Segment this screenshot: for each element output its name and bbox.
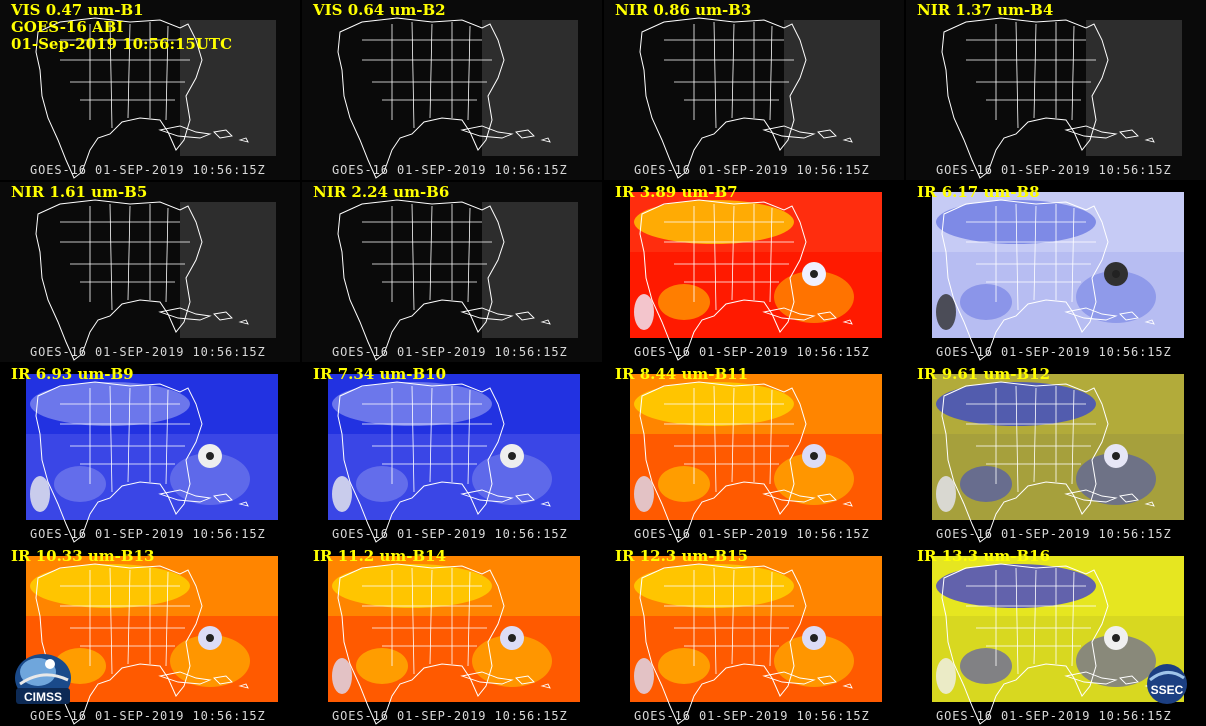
band-label: VIS 0.64 um-B2 bbox=[313, 2, 446, 19]
band-label: IR 12.3 um-B15 bbox=[615, 548, 748, 565]
timestamp-footer: GOES-16 01-SEP-2019 10:56:15Z bbox=[634, 345, 870, 359]
satellite-image bbox=[302, 0, 602, 180]
timestamp-footer: GOES-16 01-SEP-2019 10:56:15Z bbox=[30, 527, 266, 541]
band-label-text: IR 6.93 um-B9 bbox=[11, 365, 134, 383]
timestamp-footer: GOES-16 01-SEP-2019 10:56:15Z bbox=[936, 163, 1172, 177]
band-label-text: NIR 1.61 um-B5 bbox=[11, 183, 148, 201]
timestamp-footer: GOES-16 01-SEP-2019 10:56:15Z bbox=[634, 527, 870, 541]
band-label: NIR 2.24 um-B6 bbox=[313, 184, 449, 201]
band-panel: NIR 1.61 um-B5 GOES-16 01-SEP-2019 10:56… bbox=[0, 182, 300, 362]
band-label: VIS 0.47 um-B1 GOES-16 ABI 01-Sep-2019 1… bbox=[11, 2, 232, 53]
band-label: NIR 1.37 um-B4 bbox=[917, 2, 1053, 19]
timestamp-footer: GOES-16 01-SEP-2019 10:56:15Z bbox=[30, 709, 266, 723]
satellite-image bbox=[0, 0, 300, 180]
timestamp-footer: GOES-16 01-SEP-2019 10:56:15Z bbox=[332, 345, 568, 359]
band-label-text: NIR 0.86 um-B3 bbox=[615, 1, 752, 19]
timestamp-footer: GOES-16 01-SEP-2019 10:56:15Z bbox=[936, 345, 1172, 359]
satellite-image bbox=[906, 182, 1206, 362]
band-panel: IR 7.34 um-B10 GOES-16 01-SEP-2019 10:56… bbox=[302, 364, 602, 544]
instrument-title: GOES-16 ABI bbox=[11, 18, 124, 36]
satellite-image bbox=[604, 0, 904, 180]
satellite-image bbox=[906, 0, 1206, 180]
band-label-text: IR 7.34 um-B10 bbox=[313, 365, 447, 383]
band-panel: IR 12.3 um-B15 GOES-16 01-SEP-2019 10:56… bbox=[604, 546, 904, 726]
band-label: NIR 1.61 um-B5 bbox=[11, 184, 147, 201]
band-label-text: VIS 0.64 um-B2 bbox=[313, 1, 446, 19]
satellite-image bbox=[0, 364, 300, 544]
band-label-text: IR 3.89 um-B7 bbox=[615, 183, 738, 201]
satellite-image bbox=[302, 546, 602, 726]
band-label: IR 6.17 um-B8 bbox=[917, 184, 1040, 201]
band-panel: NIR 2.24 um-B6 GOES-16 01-SEP-2019 10:56… bbox=[302, 182, 602, 362]
ssec-logo: SSEC bbox=[1140, 660, 1194, 706]
timestamp-footer: GOES-16 01-SEP-2019 10:56:15Z bbox=[332, 709, 568, 723]
timestamp-footer: GOES-16 01-SEP-2019 10:56:15Z bbox=[30, 345, 266, 359]
band-label: IR 10.33 um-B13 bbox=[11, 548, 154, 565]
timestamp-footer: GOES-16 01-SEP-2019 10:56:15Z bbox=[936, 527, 1172, 541]
band-label-text: IR 9.61 um-B12 bbox=[917, 365, 1051, 383]
band-label: IR 7.34 um-B10 bbox=[313, 366, 446, 383]
band-panel: IR 6.17 um-B8 GOES-16 01-SEP-2019 10:56:… bbox=[906, 182, 1206, 362]
cimss-logo: CIMSS bbox=[8, 650, 78, 710]
band-label: IR 3.89 um-B7 bbox=[615, 184, 738, 201]
band-panel: NIR 0.86 um-B3 GOES-16 01-SEP-2019 10:56… bbox=[604, 0, 904, 180]
band-panel: IR 13.3 um-B16 GOES-16 01-SEP-2019 10:56… bbox=[906, 546, 1206, 726]
satellite-image bbox=[302, 364, 602, 544]
band-label: IR 11.2 um-B14 bbox=[313, 548, 446, 565]
band-panel: NIR 1.37 um-B4 GOES-16 01-SEP-2019 10:56… bbox=[906, 0, 1206, 180]
timestamp-footer: GOES-16 01-SEP-2019 10:56:15Z bbox=[332, 163, 568, 177]
timestamp-footer: GOES-16 01-SEP-2019 10:56:15Z bbox=[634, 163, 870, 177]
ssec-logo-text: SSEC bbox=[1151, 683, 1184, 697]
band-label: IR 6.93 um-B9 bbox=[11, 366, 134, 383]
satellite-image bbox=[604, 546, 904, 726]
satellite-image bbox=[604, 364, 904, 544]
band-label: IR 9.61 um-B12 bbox=[917, 366, 1050, 383]
band-label-text: VIS 0.47 um-B1 bbox=[11, 1, 144, 19]
band-label: IR 13.3 um-B16 bbox=[917, 548, 1050, 565]
band-label-text: NIR 2.24 um-B6 bbox=[313, 183, 450, 201]
satellite-image bbox=[906, 364, 1206, 544]
cimss-logo-text: CIMSS bbox=[24, 690, 62, 704]
band-label-text: NIR 1.37 um-B4 bbox=[917, 1, 1054, 19]
band-label-text: IR 8.44 um-B11 bbox=[615, 365, 749, 383]
band-label-text: IR 6.17 um-B8 bbox=[917, 183, 1040, 201]
satellite-image bbox=[0, 182, 300, 362]
band-label-text: IR 12.3 um-B15 bbox=[615, 547, 749, 565]
band-label-text: IR 10.33 um-B13 bbox=[11, 547, 155, 565]
band-label-text: IR 11.2 um-B14 bbox=[313, 547, 447, 565]
timestamp-footer: GOES-16 01-SEP-2019 10:56:15Z bbox=[634, 709, 870, 723]
satellite-image bbox=[302, 182, 602, 362]
timestamp-footer: GOES-16 01-SEP-2019 10:56:15Z bbox=[30, 163, 266, 177]
band-panel: VIS 0.47 um-B1 GOES-16 ABI 01-Sep-2019 1… bbox=[0, 0, 300, 180]
band-panel: IR 6.93 um-B9 GOES-16 01-SEP-2019 10:56:… bbox=[0, 364, 300, 544]
datetime-title: 01-Sep-2019 10:56:15UTC bbox=[11, 35, 233, 53]
band-label-text: IR 13.3 um-B16 bbox=[917, 547, 1051, 565]
band-panel: IR 3.89 um-B7 GOES-16 01-SEP-2019 10:56:… bbox=[604, 182, 904, 362]
timestamp-footer: GOES-16 01-SEP-2019 10:56:15Z bbox=[332, 527, 568, 541]
satellite-image bbox=[604, 182, 904, 362]
band-panel: IR 11.2 um-B14 GOES-16 01-SEP-2019 10:56… bbox=[302, 546, 602, 726]
band-label: IR 8.44 um-B11 bbox=[615, 366, 748, 383]
band-label: NIR 0.86 um-B3 bbox=[615, 2, 751, 19]
satellite-image bbox=[906, 546, 1206, 726]
timestamp-footer: GOES-16 01-SEP-2019 10:56:15Z bbox=[936, 709, 1172, 723]
band-panel: IR 8.44 um-B11 GOES-16 01-SEP-2019 10:56… bbox=[604, 364, 904, 544]
band-panel: IR 9.61 um-B12 GOES-16 01-SEP-2019 10:56… bbox=[906, 364, 1206, 544]
band-panel: VIS 0.64 um-B2 GOES-16 01-SEP-2019 10:56… bbox=[302, 0, 602, 180]
